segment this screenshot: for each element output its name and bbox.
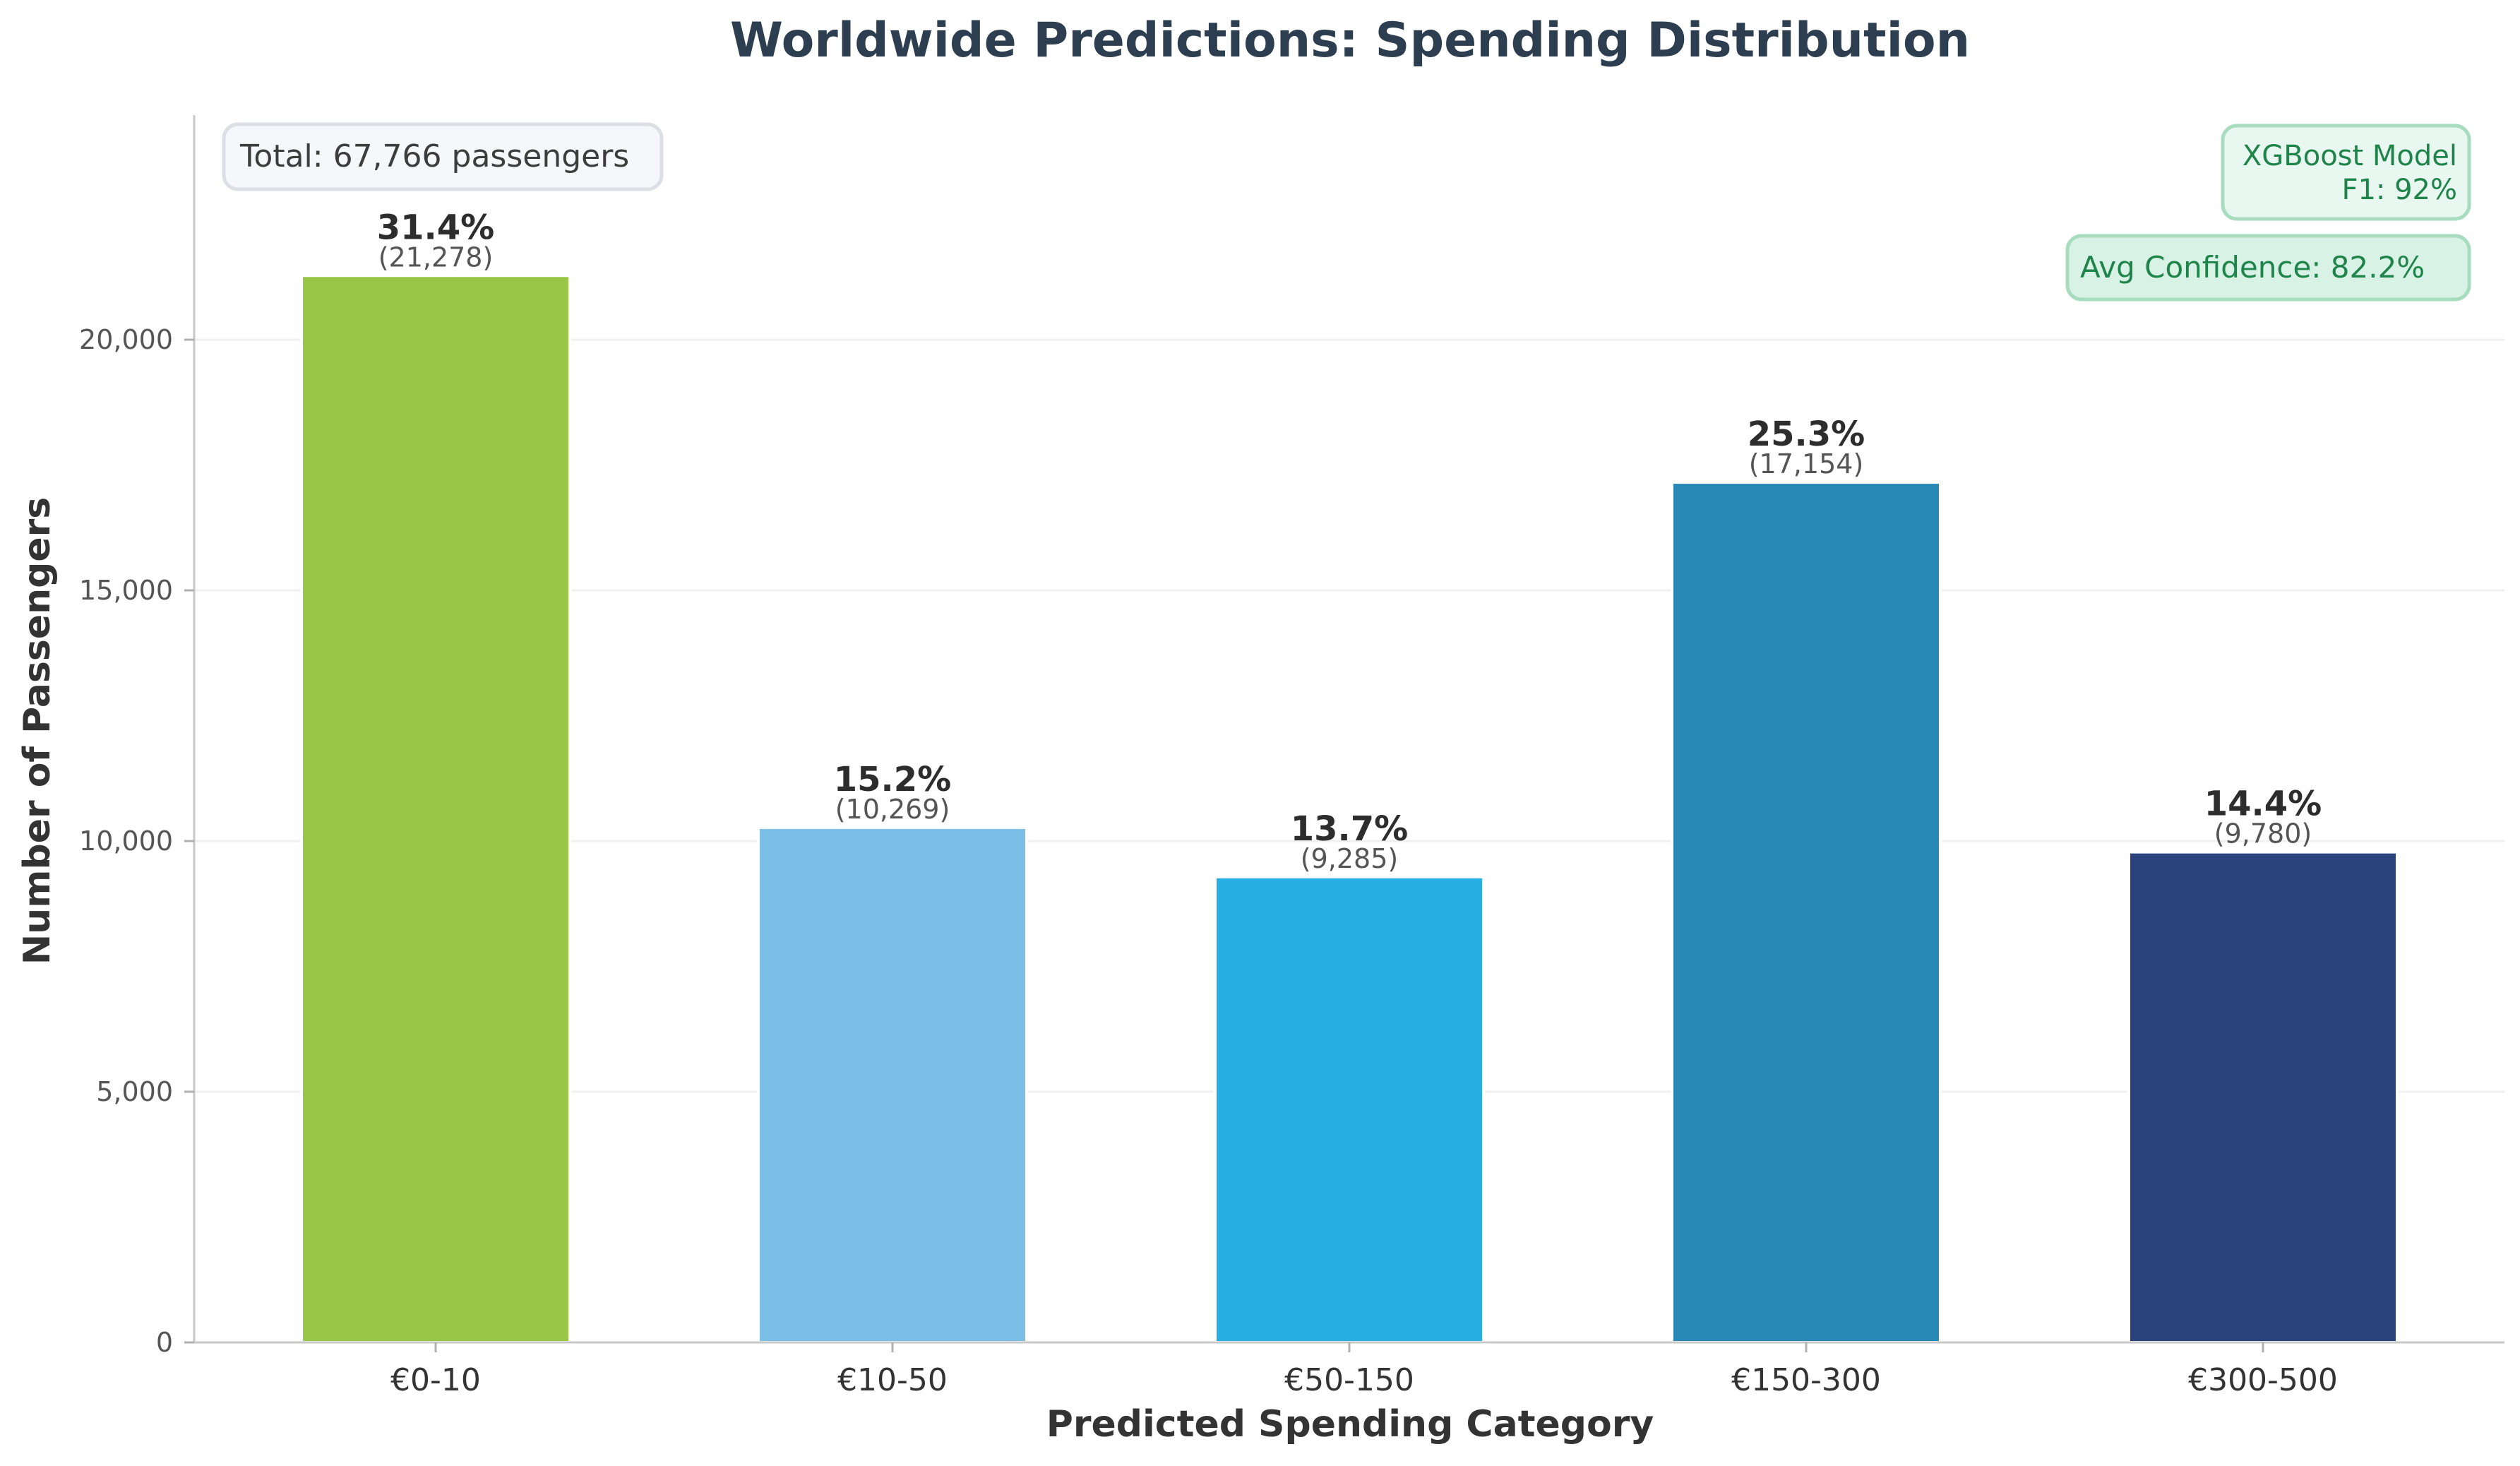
- x-tick-label: €50-150: [1284, 1362, 1414, 1398]
- x-axis-label: Predicted Spending Category: [1046, 1403, 1654, 1446]
- bar-count-label: (21,278): [378, 242, 494, 273]
- y-tick-label: 5,000: [96, 1076, 173, 1107]
- bar-percent-label: 25.3%: [1748, 415, 1865, 454]
- y-tick-label: 15,000: [79, 575, 173, 606]
- bar-count-label: (9,780): [2214, 818, 2312, 850]
- bar-count-label: (10,269): [835, 794, 950, 825]
- x-tick-label: €150-300: [1731, 1362, 1881, 1398]
- y-axis-label: Number of Passengers: [16, 497, 59, 965]
- bar-percent-label: 31.4%: [377, 208, 495, 247]
- bar-count-label: (17,154): [1749, 448, 1864, 479]
- total-annotation: Total: 67,766 passengers: [222, 122, 664, 191]
- bar-count-label: (9,285): [1301, 843, 1398, 874]
- x-tick-label: €0-10: [390, 1362, 481, 1398]
- total-annotation-box: [222, 122, 664, 191]
- y-tick-label: 10,000: [79, 826, 173, 857]
- model-annotation: XGBoost Model F1: 92%: [2221, 124, 2471, 221]
- total-annotation-text: Total: 67,766 passengers: [239, 138, 629, 174]
- x-ticks: €0-10 €10-50 €50-150 €150-300 €300-500: [390, 1342, 2338, 1398]
- bar: [1214, 875, 1485, 1344]
- confidence-annotation: Avg Confidence: 82.2%: [2065, 234, 2471, 302]
- bar: [757, 826, 1028, 1344]
- confidence-annotation-text: Avg Confidence: 82.2%: [2080, 250, 2425, 285]
- bar: [1671, 481, 1942, 1344]
- model-annotation-box: [2221, 124, 2471, 221]
- x-tick-label: €10-50: [837, 1362, 948, 1398]
- x-tick-label: €300-500: [2188, 1362, 2338, 1398]
- bar-percent-label: 15.2%: [834, 760, 952, 799]
- bar: [2127, 850, 2399, 1344]
- model-annotation-name: XGBoost Model: [2243, 140, 2457, 172]
- bar: [300, 274, 571, 1345]
- bar-percent-label: 14.4%: [2204, 785, 2322, 824]
- data-labels: 31.4%(21,278) 15.2%(10,269) 13.7%(9,285) 25…: [377, 208, 2322, 874]
- bar-percent-label: 13.7%: [1291, 809, 1409, 849]
- bars: [300, 274, 2399, 1345]
- model-annotation-f1: F1: 92%: [2341, 174, 2457, 206]
- y-tick-label: 20,000: [79, 324, 173, 355]
- confidence-annotation-box: [2065, 234, 2471, 302]
- chart-title: Worldwide Predictions: Spending Distribu…: [730, 13, 1970, 68]
- y-ticks: 0 5,000 10,000 15,000 20,000: [79, 324, 194, 1358]
- y-tick-label: 0: [156, 1327, 173, 1358]
